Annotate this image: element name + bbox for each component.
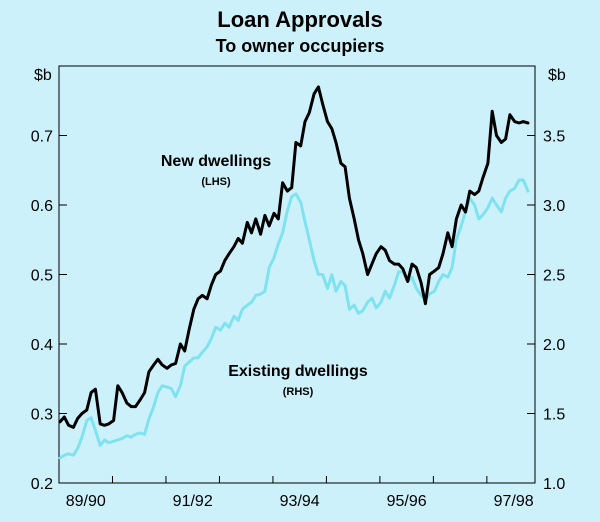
annotation-existing-dwellings: Existing dwellings <box>228 363 368 380</box>
chart-subtitle: To owner occupiers <box>216 36 385 56</box>
series-line-new-dwellings <box>58 85 530 429</box>
series-line-existing-dwellings <box>58 178 530 460</box>
left-axis-tick-label: 0.5 <box>31 268 53 285</box>
annotation-new-dwellings-side: (LHS) <box>201 176 231 188</box>
right-axis-tick-label: 3.5 <box>543 129 565 146</box>
chart-title: Loan Approvals <box>217 7 382 32</box>
x-axis-tick-label: 95/96 <box>387 493 427 510</box>
x-axis-tick-label: 93/94 <box>280 493 320 510</box>
right-axis-tick-label: 2.5 <box>543 268 565 285</box>
x-axis-tick-label: 89/90 <box>66 493 106 510</box>
left-axis-tick-label: 0.4 <box>31 337 53 354</box>
x-axis-tick-label: 91/92 <box>173 493 213 510</box>
right-axis-tick-label: 2.0 <box>543 337 565 354</box>
left-axis-tick-label: 0.2 <box>31 476 53 493</box>
right-axis-tick-label: 1.0 <box>543 476 565 493</box>
left-axis-tick-label: 0.7 <box>31 129 53 146</box>
right-axis-tick-label: 1.5 <box>543 407 565 424</box>
left-axis-tick-label: 0.6 <box>31 198 53 215</box>
annotation-new-dwellings: New dwellings <box>161 153 271 170</box>
left-axis-tick-label: 0.3 <box>31 407 53 424</box>
left-axis-unit: $b <box>34 67 52 84</box>
right-axis-unit: $b <box>548 67 566 84</box>
annotation-existing-dwellings-side: (RHS) <box>283 386 314 398</box>
plot-frame <box>58 65 536 484</box>
x-axis-tick-label: 97/98 <box>494 493 534 510</box>
right-axis-tick-label: 3.0 <box>543 198 565 215</box>
